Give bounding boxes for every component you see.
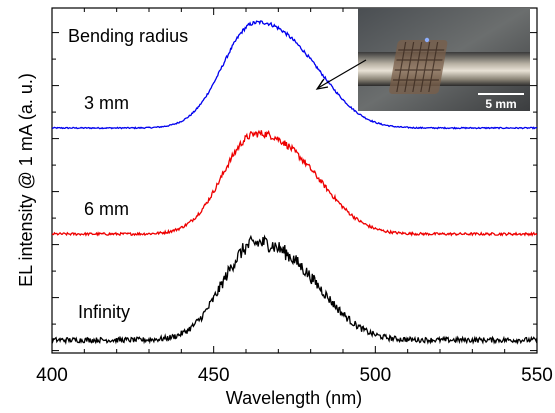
series-label-6mm: 6 mm xyxy=(84,199,129,219)
plot-frame xyxy=(51,7,538,354)
bent-device-icon xyxy=(389,40,448,94)
x-tick-label-400: 400 xyxy=(36,365,68,386)
series-line-3mm xyxy=(52,20,537,130)
series-line-6mm xyxy=(52,129,537,237)
series-line-infinity xyxy=(52,234,537,345)
inset-arrow xyxy=(315,59,367,90)
x-tick-label-550: 550 xyxy=(521,365,553,386)
x-tick-label-450: 450 xyxy=(198,365,230,386)
inset-photo: 5 mm xyxy=(358,8,530,111)
scale-bar-label: 5 mm xyxy=(485,97,516,111)
legend-title: Bending radius xyxy=(68,26,188,46)
x-axis-label: Wavelength (nm) xyxy=(226,388,362,408)
series-label-3mm: 3 mm xyxy=(84,93,129,113)
series-group xyxy=(52,20,537,345)
series-label-infinity: Infinity xyxy=(78,302,130,322)
tick-marks xyxy=(51,8,538,353)
x-tick-label-500: 500 xyxy=(359,365,391,386)
y-axis-label: EL intensity @ 1 mA (a. u.) xyxy=(16,73,36,287)
